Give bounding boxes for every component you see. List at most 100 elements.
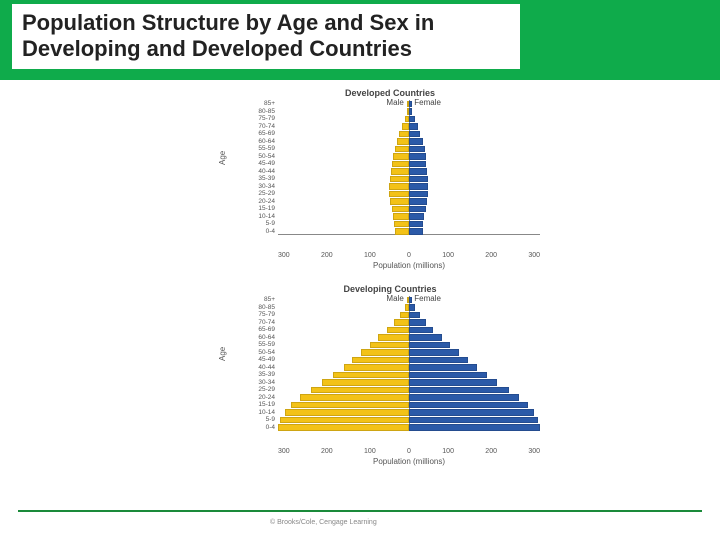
x-tick: 300 — [278, 252, 290, 259]
bars-zone: MaleFemale — [278, 296, 540, 431]
pyramid-area: Age85+80-8575-7970-7465-6960-6455-5950-5… — [240, 100, 540, 250]
bar-row — [278, 334, 540, 342]
bar-row — [278, 153, 540, 161]
female-bar — [409, 327, 433, 334]
age-tick: 50-54 — [240, 153, 275, 161]
female-bar — [409, 394, 519, 401]
age-tick: 60-64 — [240, 138, 275, 146]
male-bar — [391, 168, 409, 175]
bar-row — [278, 386, 540, 394]
female-bar — [409, 123, 418, 130]
x-tick: 200 — [321, 448, 333, 455]
x-tick: 0 — [407, 448, 411, 455]
x-tick: 300 — [278, 448, 290, 455]
male-bar — [291, 402, 409, 409]
female-bar — [409, 409, 534, 416]
age-tick: 55-59 — [240, 341, 275, 349]
x-axis-label: Population (millions) — [278, 261, 540, 274]
male-bar — [392, 206, 409, 213]
female-bar — [409, 176, 428, 183]
age-tick: 55-59 — [240, 145, 275, 153]
bar-row — [278, 228, 540, 236]
bar-row — [278, 160, 540, 168]
male-bar — [390, 176, 409, 183]
age-tick: 25-29 — [240, 190, 275, 198]
bar-row — [278, 401, 540, 409]
age-tick: 40-44 — [240, 364, 275, 372]
age-tick: 0-4 — [240, 228, 275, 236]
age-tick: 30-34 — [240, 183, 275, 191]
x-tick: 200 — [321, 252, 333, 259]
bar-row — [278, 205, 540, 213]
female-bar — [409, 228, 423, 235]
x-tick: 100 — [442, 448, 454, 455]
footer-rule — [18, 510, 702, 512]
bar-row — [278, 356, 540, 364]
bars-zone: MaleFemale — [278, 100, 540, 235]
bar-row — [278, 175, 540, 183]
male-bar — [300, 394, 409, 401]
age-tick: 35-39 — [240, 175, 275, 183]
female-bar — [409, 108, 412, 115]
age-tick: 50-54 — [240, 349, 275, 357]
age-tick: 85+ — [240, 296, 275, 304]
x-tick: 100 — [442, 252, 454, 259]
male-bar — [400, 312, 409, 319]
female-bar — [409, 161, 426, 168]
male-bar — [285, 409, 409, 416]
age-tick: 5-9 — [240, 220, 275, 228]
charts-container: Developed CountriesAge85+80-8575-7970-74… — [240, 88, 540, 480]
age-tick: 35-39 — [240, 371, 275, 379]
male-bar — [352, 357, 409, 364]
bar-row — [278, 371, 540, 379]
male-bar — [378, 334, 409, 341]
bar-row — [278, 416, 540, 424]
bar-row — [278, 379, 540, 387]
male-bar — [393, 213, 409, 220]
bar-row — [278, 168, 540, 176]
bar-row — [278, 183, 540, 191]
bar-row — [278, 213, 540, 221]
age-tick: 75-79 — [240, 311, 275, 319]
female-bar — [409, 387, 509, 394]
male-bar — [370, 342, 409, 349]
x-tick: 200 — [485, 448, 497, 455]
x-tick: 0 — [407, 252, 411, 259]
female-bar — [409, 319, 426, 326]
x-ticks: 3002001000100200300 — [278, 250, 540, 261]
bar-row — [278, 394, 540, 402]
male-bar — [395, 228, 409, 235]
female-bar — [409, 198, 427, 205]
male-bar — [397, 138, 409, 145]
pyramid-chart: Developed CountriesAge85+80-8575-7970-74… — [240, 88, 540, 274]
male-bar — [399, 131, 409, 138]
age-tick: 30-34 — [240, 379, 275, 387]
bar-row — [278, 220, 540, 228]
bar-row — [278, 326, 540, 334]
bar-row — [278, 304, 540, 312]
female-bar — [409, 183, 428, 190]
female-bar — [409, 349, 459, 356]
female-bar — [409, 379, 497, 386]
age-tick: 10-14 — [240, 213, 275, 221]
female-bar — [409, 357, 468, 364]
x-tick: 300 — [528, 252, 540, 259]
male-bar — [387, 327, 409, 334]
age-tick: 45-49 — [240, 356, 275, 364]
bar-row — [278, 364, 540, 372]
male-bar — [311, 387, 409, 394]
male-bar — [278, 424, 409, 431]
female-bar — [409, 191, 428, 198]
x-ticks: 3002001000100200300 — [278, 446, 540, 457]
female-bar — [409, 168, 427, 175]
bar-row — [278, 123, 540, 131]
bar-row — [278, 349, 540, 357]
x-axis-label: Population (millions) — [278, 457, 540, 470]
male-bar — [389, 191, 409, 198]
male-bar — [392, 161, 409, 168]
female-bar — [409, 138, 423, 145]
bar-row — [278, 138, 540, 146]
age-tick: 5-9 — [240, 416, 275, 424]
female-bar — [409, 334, 442, 341]
age-tick: 85+ — [240, 100, 275, 108]
